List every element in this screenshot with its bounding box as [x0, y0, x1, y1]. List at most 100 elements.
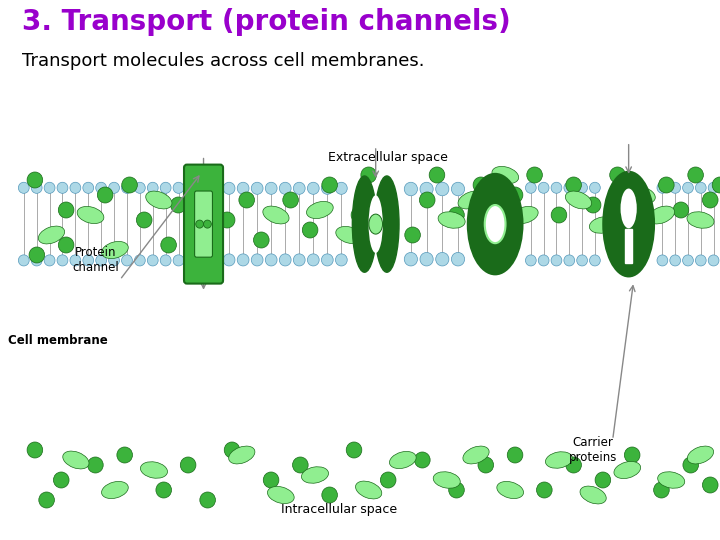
Circle shape: [253, 232, 269, 248]
Circle shape: [135, 183, 145, 193]
Circle shape: [44, 255, 55, 266]
Circle shape: [539, 255, 549, 266]
Ellipse shape: [621, 188, 636, 228]
Ellipse shape: [497, 482, 523, 498]
Ellipse shape: [145, 191, 172, 209]
Circle shape: [58, 237, 74, 253]
Ellipse shape: [458, 191, 485, 209]
Circle shape: [224, 442, 240, 458]
FancyBboxPatch shape: [194, 191, 212, 257]
Circle shape: [526, 255, 536, 266]
Circle shape: [31, 183, 42, 193]
Circle shape: [539, 182, 549, 193]
Ellipse shape: [590, 217, 616, 233]
Circle shape: [180, 457, 196, 473]
Circle shape: [552, 207, 567, 223]
Circle shape: [566, 457, 582, 473]
Circle shape: [683, 457, 698, 473]
Circle shape: [18, 255, 30, 266]
Circle shape: [156, 482, 171, 498]
Circle shape: [265, 183, 277, 194]
Circle shape: [436, 252, 449, 266]
Circle shape: [161, 237, 176, 253]
Circle shape: [380, 187, 396, 203]
Circle shape: [610, 167, 626, 183]
Circle shape: [117, 447, 132, 463]
Circle shape: [361, 167, 377, 183]
Circle shape: [551, 182, 562, 193]
Circle shape: [708, 255, 719, 266]
Circle shape: [251, 254, 263, 266]
Circle shape: [420, 192, 435, 208]
Circle shape: [566, 177, 582, 193]
Text: Transport molecules across cell membranes.: Transport molecules across cell membrane…: [22, 52, 425, 70]
Circle shape: [527, 167, 542, 183]
Ellipse shape: [63, 451, 89, 469]
Circle shape: [31, 255, 42, 266]
Circle shape: [136, 212, 152, 228]
Circle shape: [415, 452, 430, 468]
Circle shape: [27, 442, 42, 458]
Circle shape: [346, 442, 362, 458]
Circle shape: [404, 183, 418, 196]
Text: Protein
channel: Protein channel: [72, 246, 119, 274]
Circle shape: [657, 255, 667, 266]
Ellipse shape: [580, 486, 606, 504]
Ellipse shape: [463, 446, 489, 464]
Circle shape: [204, 167, 220, 183]
Circle shape: [564, 182, 575, 193]
Circle shape: [57, 183, 68, 193]
Ellipse shape: [688, 446, 714, 464]
Circle shape: [53, 472, 69, 488]
Circle shape: [590, 255, 600, 266]
Circle shape: [487, 222, 503, 238]
Circle shape: [239, 192, 254, 208]
Circle shape: [204, 220, 212, 228]
Text: Carrier
proteins: Carrier proteins: [569, 436, 617, 464]
Circle shape: [58, 202, 74, 218]
Circle shape: [420, 183, 433, 196]
Ellipse shape: [336, 226, 362, 244]
Circle shape: [508, 447, 523, 463]
Circle shape: [27, 172, 42, 188]
Circle shape: [322, 487, 338, 503]
Circle shape: [708, 183, 719, 193]
Ellipse shape: [263, 206, 289, 224]
Circle shape: [449, 482, 464, 498]
Ellipse shape: [629, 186, 655, 204]
Ellipse shape: [302, 467, 328, 483]
Circle shape: [109, 255, 120, 266]
Circle shape: [109, 183, 120, 193]
Circle shape: [683, 183, 693, 193]
Circle shape: [473, 177, 489, 193]
Circle shape: [429, 167, 445, 183]
Ellipse shape: [356, 481, 382, 499]
Ellipse shape: [433, 472, 460, 488]
Circle shape: [590, 182, 600, 193]
Ellipse shape: [307, 201, 333, 219]
Ellipse shape: [184, 232, 212, 248]
Circle shape: [307, 254, 319, 266]
Circle shape: [420, 252, 433, 266]
Circle shape: [88, 457, 103, 473]
Circle shape: [171, 197, 186, 213]
Circle shape: [279, 254, 291, 266]
Circle shape: [577, 255, 588, 266]
Circle shape: [237, 183, 249, 194]
Circle shape: [577, 182, 588, 193]
FancyBboxPatch shape: [184, 165, 223, 284]
Circle shape: [292, 457, 308, 473]
Circle shape: [657, 183, 667, 193]
Ellipse shape: [565, 191, 592, 209]
Circle shape: [161, 183, 171, 193]
Circle shape: [322, 177, 338, 193]
Circle shape: [380, 472, 396, 488]
Circle shape: [265, 254, 277, 266]
Circle shape: [405, 227, 420, 243]
Circle shape: [639, 217, 654, 233]
Text: Intracellular space: Intracellular space: [282, 503, 397, 516]
Circle shape: [536, 482, 552, 498]
Circle shape: [526, 182, 536, 193]
Circle shape: [39, 492, 55, 508]
Circle shape: [404, 252, 418, 266]
